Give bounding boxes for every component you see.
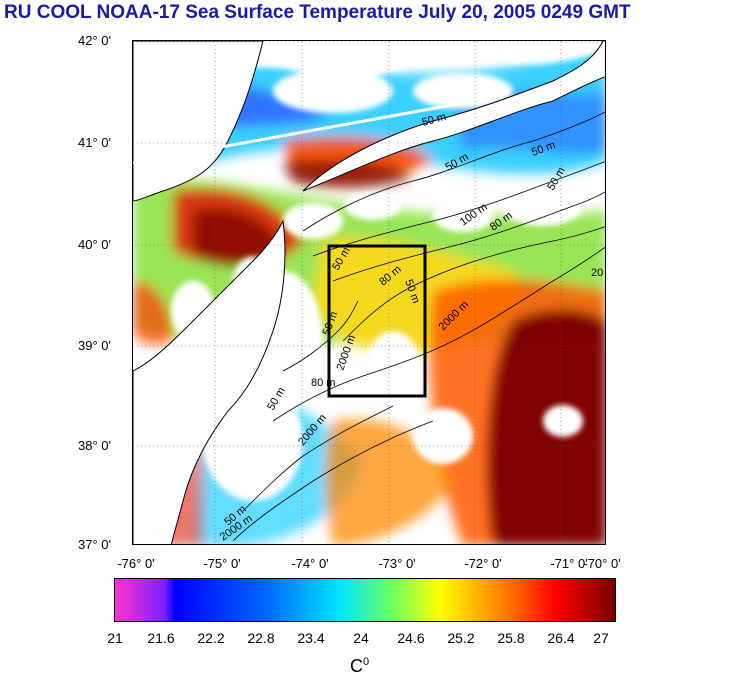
lon-label-72: -72° 0' (464, 556, 502, 571)
colorbar-gradient (115, 579, 615, 621)
swath-edge-line (133, 101, 464, 165)
lat-label-37: 37° 0' (78, 537, 111, 552)
lon-label-75: -75° 0' (203, 556, 241, 571)
colorbar-tick: 25.8 (497, 630, 525, 646)
lat-label-42: 42° 0' (78, 33, 111, 48)
lat-label-39: 39° 0' (78, 338, 111, 353)
lon-label-76: -76° 0' (117, 556, 155, 571)
lat-label-41: 41° 0' (78, 135, 111, 150)
colorbar-tick: 24.6 (397, 630, 425, 646)
sst-map[interactable]: 50 m 50 m 50 m 50 m 100 m 80 m 50 m 2000… (132, 40, 606, 545)
lon-label-71: -71° 0' (550, 556, 588, 571)
graticule (133, 41, 605, 544)
colorbar-tick: 24 (353, 630, 369, 646)
colorbar (114, 578, 616, 622)
colorbar-unit: C0 (350, 656, 370, 676)
study-area-box (327, 244, 427, 398)
colorbar-tick: 25.2 (447, 630, 475, 646)
lon-label-73: -73° 0' (378, 556, 416, 571)
lon-label-74: -74° 0' (291, 556, 329, 571)
colorbar-tick: 21.6 (147, 630, 175, 646)
map-title: RU COOL NOAA-17 Sea Surface Temperature … (4, 2, 631, 23)
colorbar-tick: 21 (107, 630, 123, 646)
colorbar-tick: 22.8 (247, 630, 275, 646)
colorbar-tick: 26.4 (547, 630, 575, 646)
colorbar-tick: 27 (593, 630, 609, 646)
bathymetry-contours (232, 111, 605, 542)
contour-label: 20 (591, 267, 603, 279)
colorbar-tick: 23.4 (297, 630, 325, 646)
contour-label: 80 m (311, 377, 335, 389)
land (133, 41, 605, 544)
colorbar-tick: 22.2 (197, 630, 225, 646)
sst-map-canvas: 50 m 50 m 50 m 50 m 100 m 80 m 50 m 2000… (133, 41, 605, 544)
lat-label-38: 38° 0' (78, 438, 111, 453)
lat-label-40: 40° 0' (78, 237, 111, 252)
lon-label-70: -70° 0' (583, 556, 621, 571)
